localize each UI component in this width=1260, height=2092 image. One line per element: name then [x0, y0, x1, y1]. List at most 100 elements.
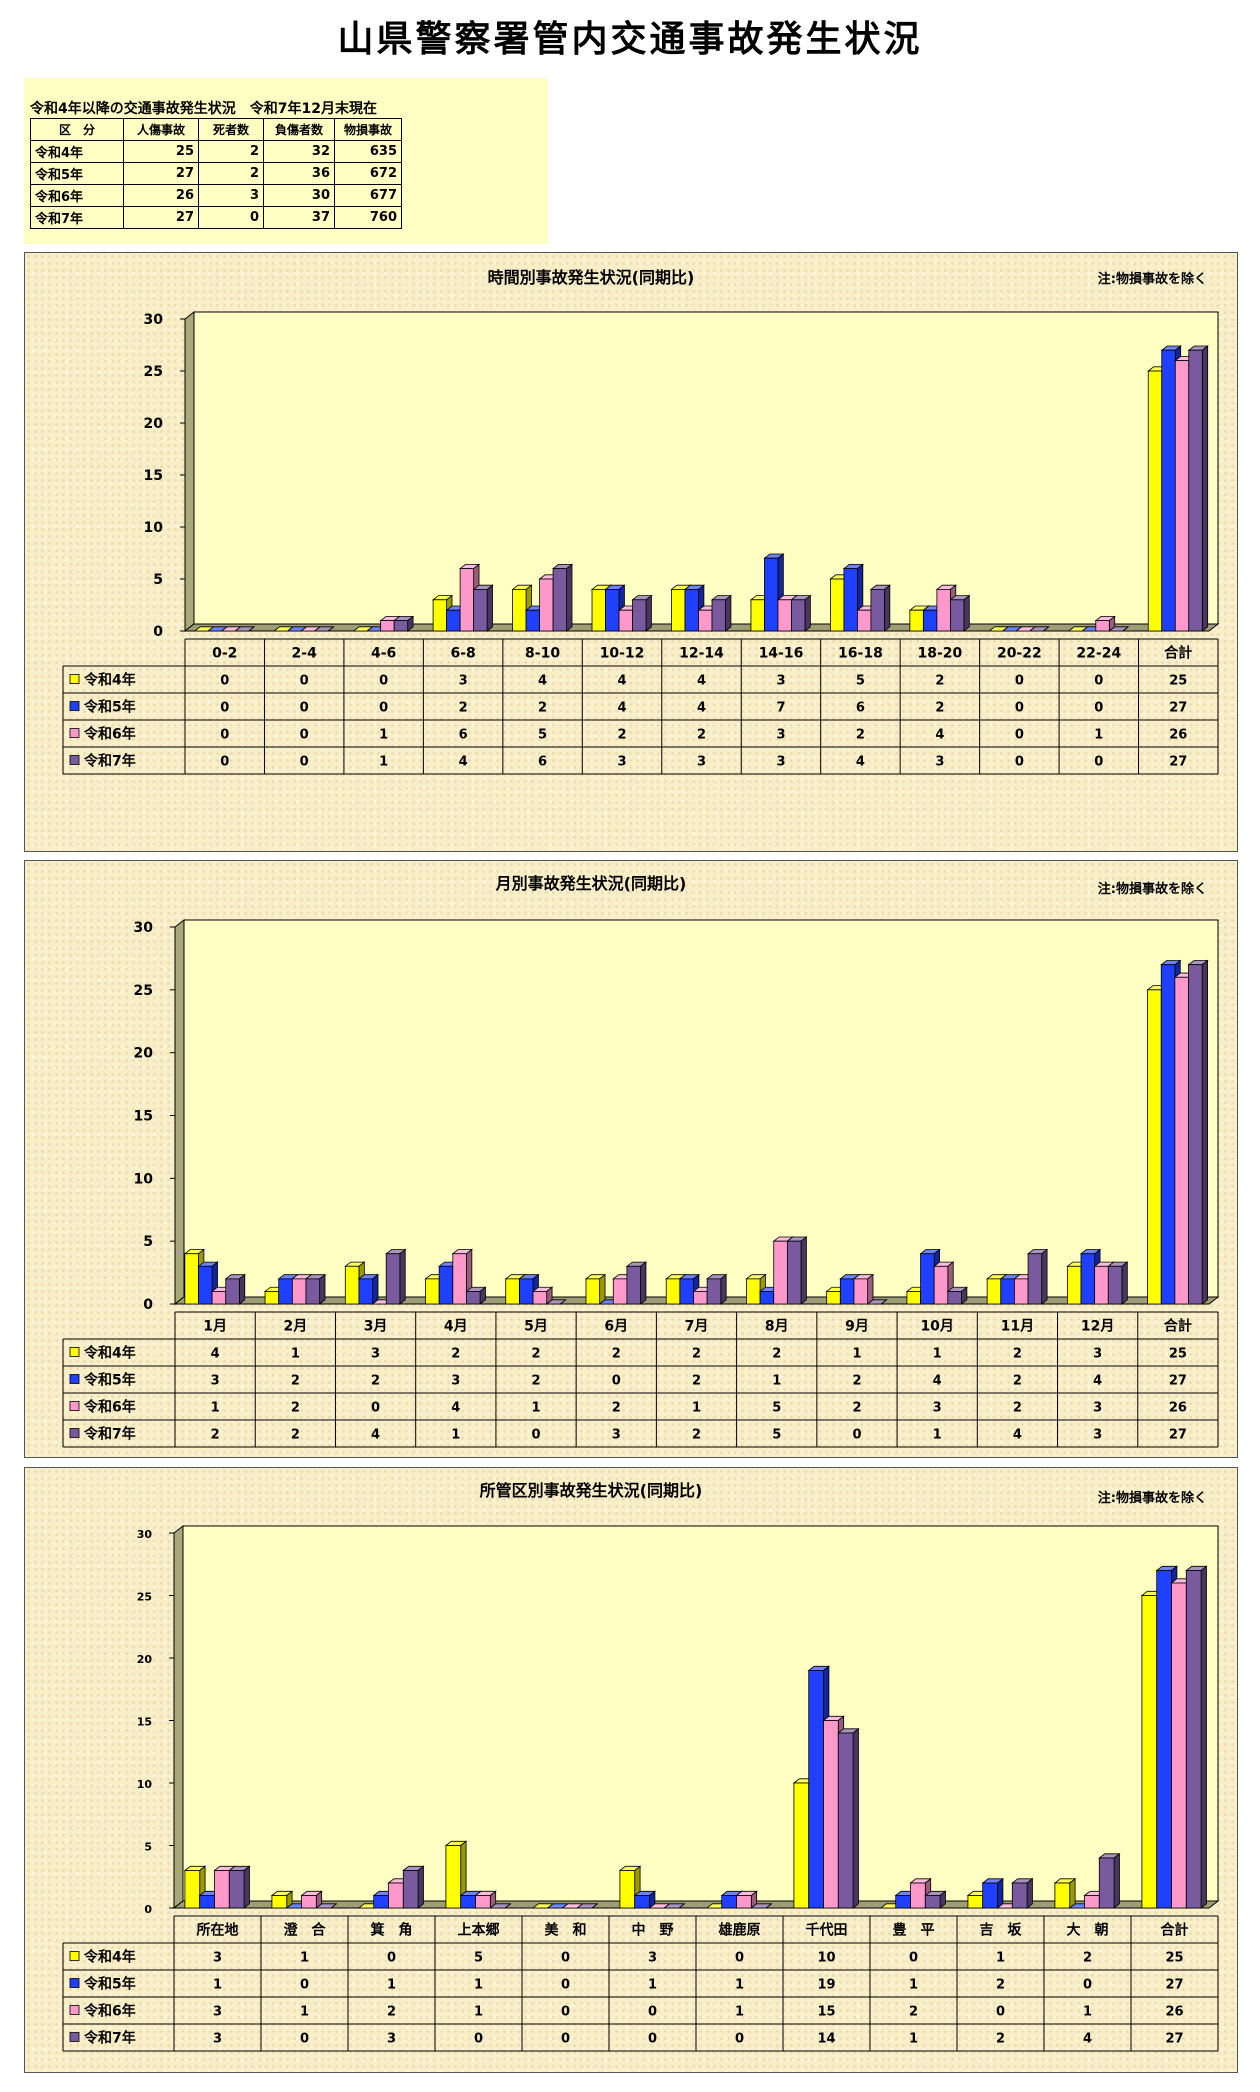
bar-front-face	[870, 588, 885, 632]
bar	[1187, 345, 1209, 632]
bar-front-face	[1084, 1895, 1100, 1909]
summary-injured: 32	[263, 140, 335, 163]
bar	[981, 1877, 1005, 1909]
category-label: 4-6	[371, 646, 396, 662]
bar-front-face	[605, 588, 620, 632]
y-tick-label: 10	[134, 1171, 154, 1187]
bar-side-face	[765, 1903, 772, 1909]
bar-front-face	[1000, 1278, 1015, 1305]
bar	[385, 1248, 407, 1305]
legend-swatch	[69, 674, 80, 684]
bar-front-face	[808, 1670, 824, 1909]
y-tick-label: 30	[134, 920, 154, 936]
category-label: 18-20	[917, 646, 962, 662]
data-table-value: 1	[909, 1978, 918, 1993]
bar-front-face	[909, 609, 924, 632]
summary-header-deaths: 死者数	[198, 118, 264, 141]
bar-front-face	[344, 1265, 360, 1305]
bar	[1028, 626, 1050, 632]
bar-front-face	[445, 1845, 462, 1909]
bar	[444, 1840, 468, 1909]
data-table-value: 0	[371, 1401, 380, 1416]
legend-swatch	[69, 1428, 80, 1438]
data-table-value: 0	[909, 1951, 918, 1966]
bar	[234, 626, 256, 632]
bar	[465, 1286, 487, 1305]
category-label: 大 朝	[1067, 1922, 1109, 1939]
bar-front-face	[786, 1240, 802, 1305]
data-table-value: 1	[291, 1347, 300, 1362]
data-table-value: 0	[300, 2032, 309, 2047]
data-table-value: 0	[648, 2032, 657, 2047]
summary-box: 令和4年以降の交通事故発生状況 令和7年12月末現在 区 分 人傷事故 死者数 …	[24, 78, 548, 244]
summary-deaths: 3	[198, 184, 264, 207]
bar	[1011, 1877, 1034, 1909]
data-table-value: 0	[561, 2005, 570, 2020]
data-table-value: 3	[648, 1951, 657, 1966]
y-tick-label: 15	[137, 1716, 152, 1729]
data-table-value: 4	[933, 1374, 942, 1389]
category-label: 16-18	[838, 646, 883, 662]
chart-panel-by-month: 月別事故発生状況(同期比) 注:物損事故を除く 0 5 10 15 20 25 30 1月 2月 3月…	[24, 860, 1238, 1458]
bar-side-face	[1121, 1261, 1128, 1305]
legend-label: 令和5年	[83, 1372, 136, 1389]
data-table-value: 2	[852, 1374, 861, 1389]
data-table-value: 15	[817, 2005, 835, 2020]
summary-table: 区 分 人傷事故 死者数 負傷者数 物損事故 令和4年 25 2 32 635 …	[30, 118, 402, 229]
bar	[300, 1890, 323, 1909]
bar	[710, 594, 733, 632]
category-label: 3月	[364, 1319, 388, 1335]
y-tick-label: 25	[134, 983, 153, 999]
data-table-value: 5	[772, 1428, 781, 1443]
bar-front-face	[986, 1278, 1002, 1305]
data-table-value: 5	[856, 674, 865, 689]
data-table-value: 4	[1083, 2032, 1092, 2047]
bar-front-face	[634, 1895, 650, 1909]
data-table-value: 4	[935, 728, 944, 743]
data-table-value: 0	[300, 1978, 309, 1993]
bar	[790, 594, 812, 632]
bar-front-face	[1174, 360, 1190, 632]
bar-front-face	[425, 1278, 440, 1305]
data-table-value: 0	[1015, 674, 1024, 689]
bar-front-face	[665, 1278, 681, 1305]
bar	[735, 1890, 758, 1909]
bar-front-face	[1156, 1570, 1172, 1909]
bar	[270, 1890, 294, 1909]
bar-side-face	[1026, 1877, 1033, 1909]
data-table-value: 27	[1165, 1978, 1183, 1993]
data-table-value: 3	[1093, 1347, 1102, 1362]
legend-swatch	[69, 1374, 80, 1384]
bar-front-face	[853, 1278, 869, 1305]
legend-label: 令和4年	[83, 1949, 136, 1966]
data-table-value: 0	[387, 1951, 396, 1966]
bar-front-face	[698, 609, 713, 632]
plot-side-wall	[173, 1524, 184, 1910]
bar-side-face	[963, 594, 970, 632]
bar-front-face	[626, 1265, 641, 1305]
category-label: 合計	[1164, 645, 1192, 662]
bar-front-face	[826, 1291, 841, 1305]
bar	[531, 1286, 554, 1305]
data-table-value: 0	[612, 1374, 621, 1389]
bar-front-face	[967, 1895, 984, 1909]
data-table-value: 0	[561, 1978, 570, 1993]
bar-front-face	[619, 1870, 636, 1909]
bar-front-face	[764, 557, 779, 632]
data-table-value: 0	[379, 701, 388, 716]
plot-floor	[172, 1900, 1220, 1909]
summary-deaths: 2	[198, 162, 264, 185]
summary-year: 令和6年	[30, 184, 124, 207]
bar	[584, 1273, 607, 1305]
data-table-value: 25	[1169, 674, 1187, 689]
bar	[357, 1273, 380, 1305]
bar	[625, 1261, 648, 1305]
bar-side-face	[720, 1273, 727, 1305]
plot-side-wall	[174, 918, 185, 1306]
bar-front-face	[525, 609, 540, 632]
bar-front-face	[452, 1253, 467, 1305]
data-table-value: 1	[300, 2005, 309, 2020]
data-table-value: 3	[1093, 1428, 1102, 1443]
bar-front-face	[199, 1895, 215, 1909]
